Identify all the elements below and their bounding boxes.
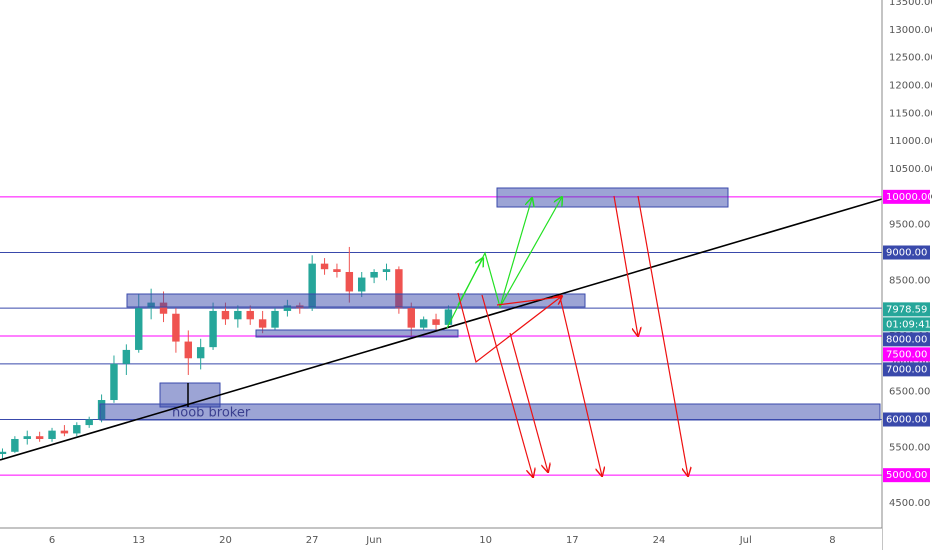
price-label: 9000.00: [886, 248, 927, 259]
candle-body: [11, 438, 19, 452]
candle-body: [209, 310, 217, 348]
arrow: [613, 195, 638, 336]
y-tick-label: 10500.00: [889, 164, 932, 175]
arrow: [457, 258, 483, 306]
annotation: noob broker: [172, 406, 251, 421]
x-tick-label: 10: [479, 535, 492, 546]
candle-body: [122, 349, 131, 364]
arrow: [509, 332, 548, 472]
x-tick-label: 20: [219, 535, 232, 546]
x-tick-label: 8: [829, 535, 835, 546]
zone: [255, 329, 459, 338]
candle-body: [221, 310, 230, 320]
arrow: [457, 292, 562, 364]
drawings: noob broker: [0, 187, 883, 477]
countdown: 01:09:41: [886, 319, 931, 330]
candle-body: [196, 347, 205, 359]
candle-body: [159, 302, 168, 314]
zone: [496, 187, 729, 208]
y-tick-label: 4500.00: [889, 498, 930, 509]
price-label: 5000.00: [886, 470, 927, 481]
candle-body: [60, 430, 69, 434]
price-axis: [882, 0, 932, 550]
y-tick-label: 13000.00: [889, 25, 932, 36]
price-label-box: [883, 347, 930, 362]
candle-body: [184, 341, 193, 359]
x-tick-label: 6: [49, 535, 55, 546]
candle-body: [419, 319, 428, 328]
x-tick-label: Jul: [739, 535, 752, 546]
y-tick-label: 5500.00: [889, 442, 930, 453]
y-tick-label: 11000.00: [889, 136, 932, 147]
candle-body: [258, 319, 267, 328]
price-label: 10000.00: [886, 192, 932, 203]
arrow: [499, 197, 562, 308]
candle-body: [382, 269, 391, 272]
arrow: [481, 294, 533, 477]
y-tick-label: 8500.00: [889, 275, 930, 286]
x-tick-label: Jun: [365, 535, 382, 546]
x-tick-label: 24: [653, 535, 666, 546]
candle-body: [172, 313, 180, 342]
arrow: [496, 296, 602, 476]
x-tick-label: 17: [566, 535, 579, 546]
x-tick-label: 27: [306, 535, 319, 546]
price-label-box: [883, 245, 930, 260]
candle-body: [0, 451, 7, 455]
candle-body: [234, 310, 242, 320]
price-label-box: [883, 362, 930, 377]
zone: [126, 293, 586, 308]
price-label: 8000.00: [886, 334, 927, 345]
candle-body: [48, 430, 56, 439]
price-label: 7978.59: [886, 304, 927, 315]
candle-body: [35, 436, 44, 439]
y-tick-label: 12000.00: [889, 81, 932, 92]
candle-body: [85, 419, 93, 426]
candle-body: [110, 363, 118, 401]
y-tick-label: 6500.00: [889, 387, 930, 398]
candle-body: [358, 277, 366, 292]
candle-body: [246, 310, 254, 320]
y-tick-label: 9500.00: [889, 220, 930, 231]
candle-body: [23, 436, 31, 439]
price-label-box: [883, 468, 930, 483]
candle-body: [444, 309, 453, 325]
price-label: 7000.00: [886, 364, 927, 375]
trendline: [0, 198, 883, 461]
zone: [99, 403, 881, 421]
price-label-box: [883, 332, 930, 347]
candle-body: [283, 305, 292, 311]
candle-body: [73, 425, 81, 434]
countdown-box: [883, 317, 930, 332]
arrow: [637, 195, 688, 476]
y-tick-label: 13500.00: [889, 0, 932, 8]
x-tick-label: 13: [132, 535, 145, 546]
price-label-box: [883, 189, 930, 204]
price-label: 7500.00: [886, 349, 927, 360]
candle-body: [135, 308, 143, 350]
candle-body: [395, 269, 403, 309]
time-axis: [0, 528, 882, 550]
price-label: 6000.00: [886, 415, 927, 426]
candle-body: [320, 263, 329, 270]
price-label-box: [883, 302, 930, 317]
candle-body: [370, 271, 378, 278]
candle-body: [333, 269, 341, 272]
candle-body: [432, 319, 440, 325]
y-tick-label: 12500.00: [889, 53, 932, 64]
price-label-box: [883, 412, 930, 427]
candle-body: [345, 271, 354, 292]
candle-body: [308, 263, 316, 309]
candle-body: [271, 310, 279, 328]
candle-body: [407, 308, 415, 328]
y-tick-label: 11500.00: [889, 108, 932, 119]
